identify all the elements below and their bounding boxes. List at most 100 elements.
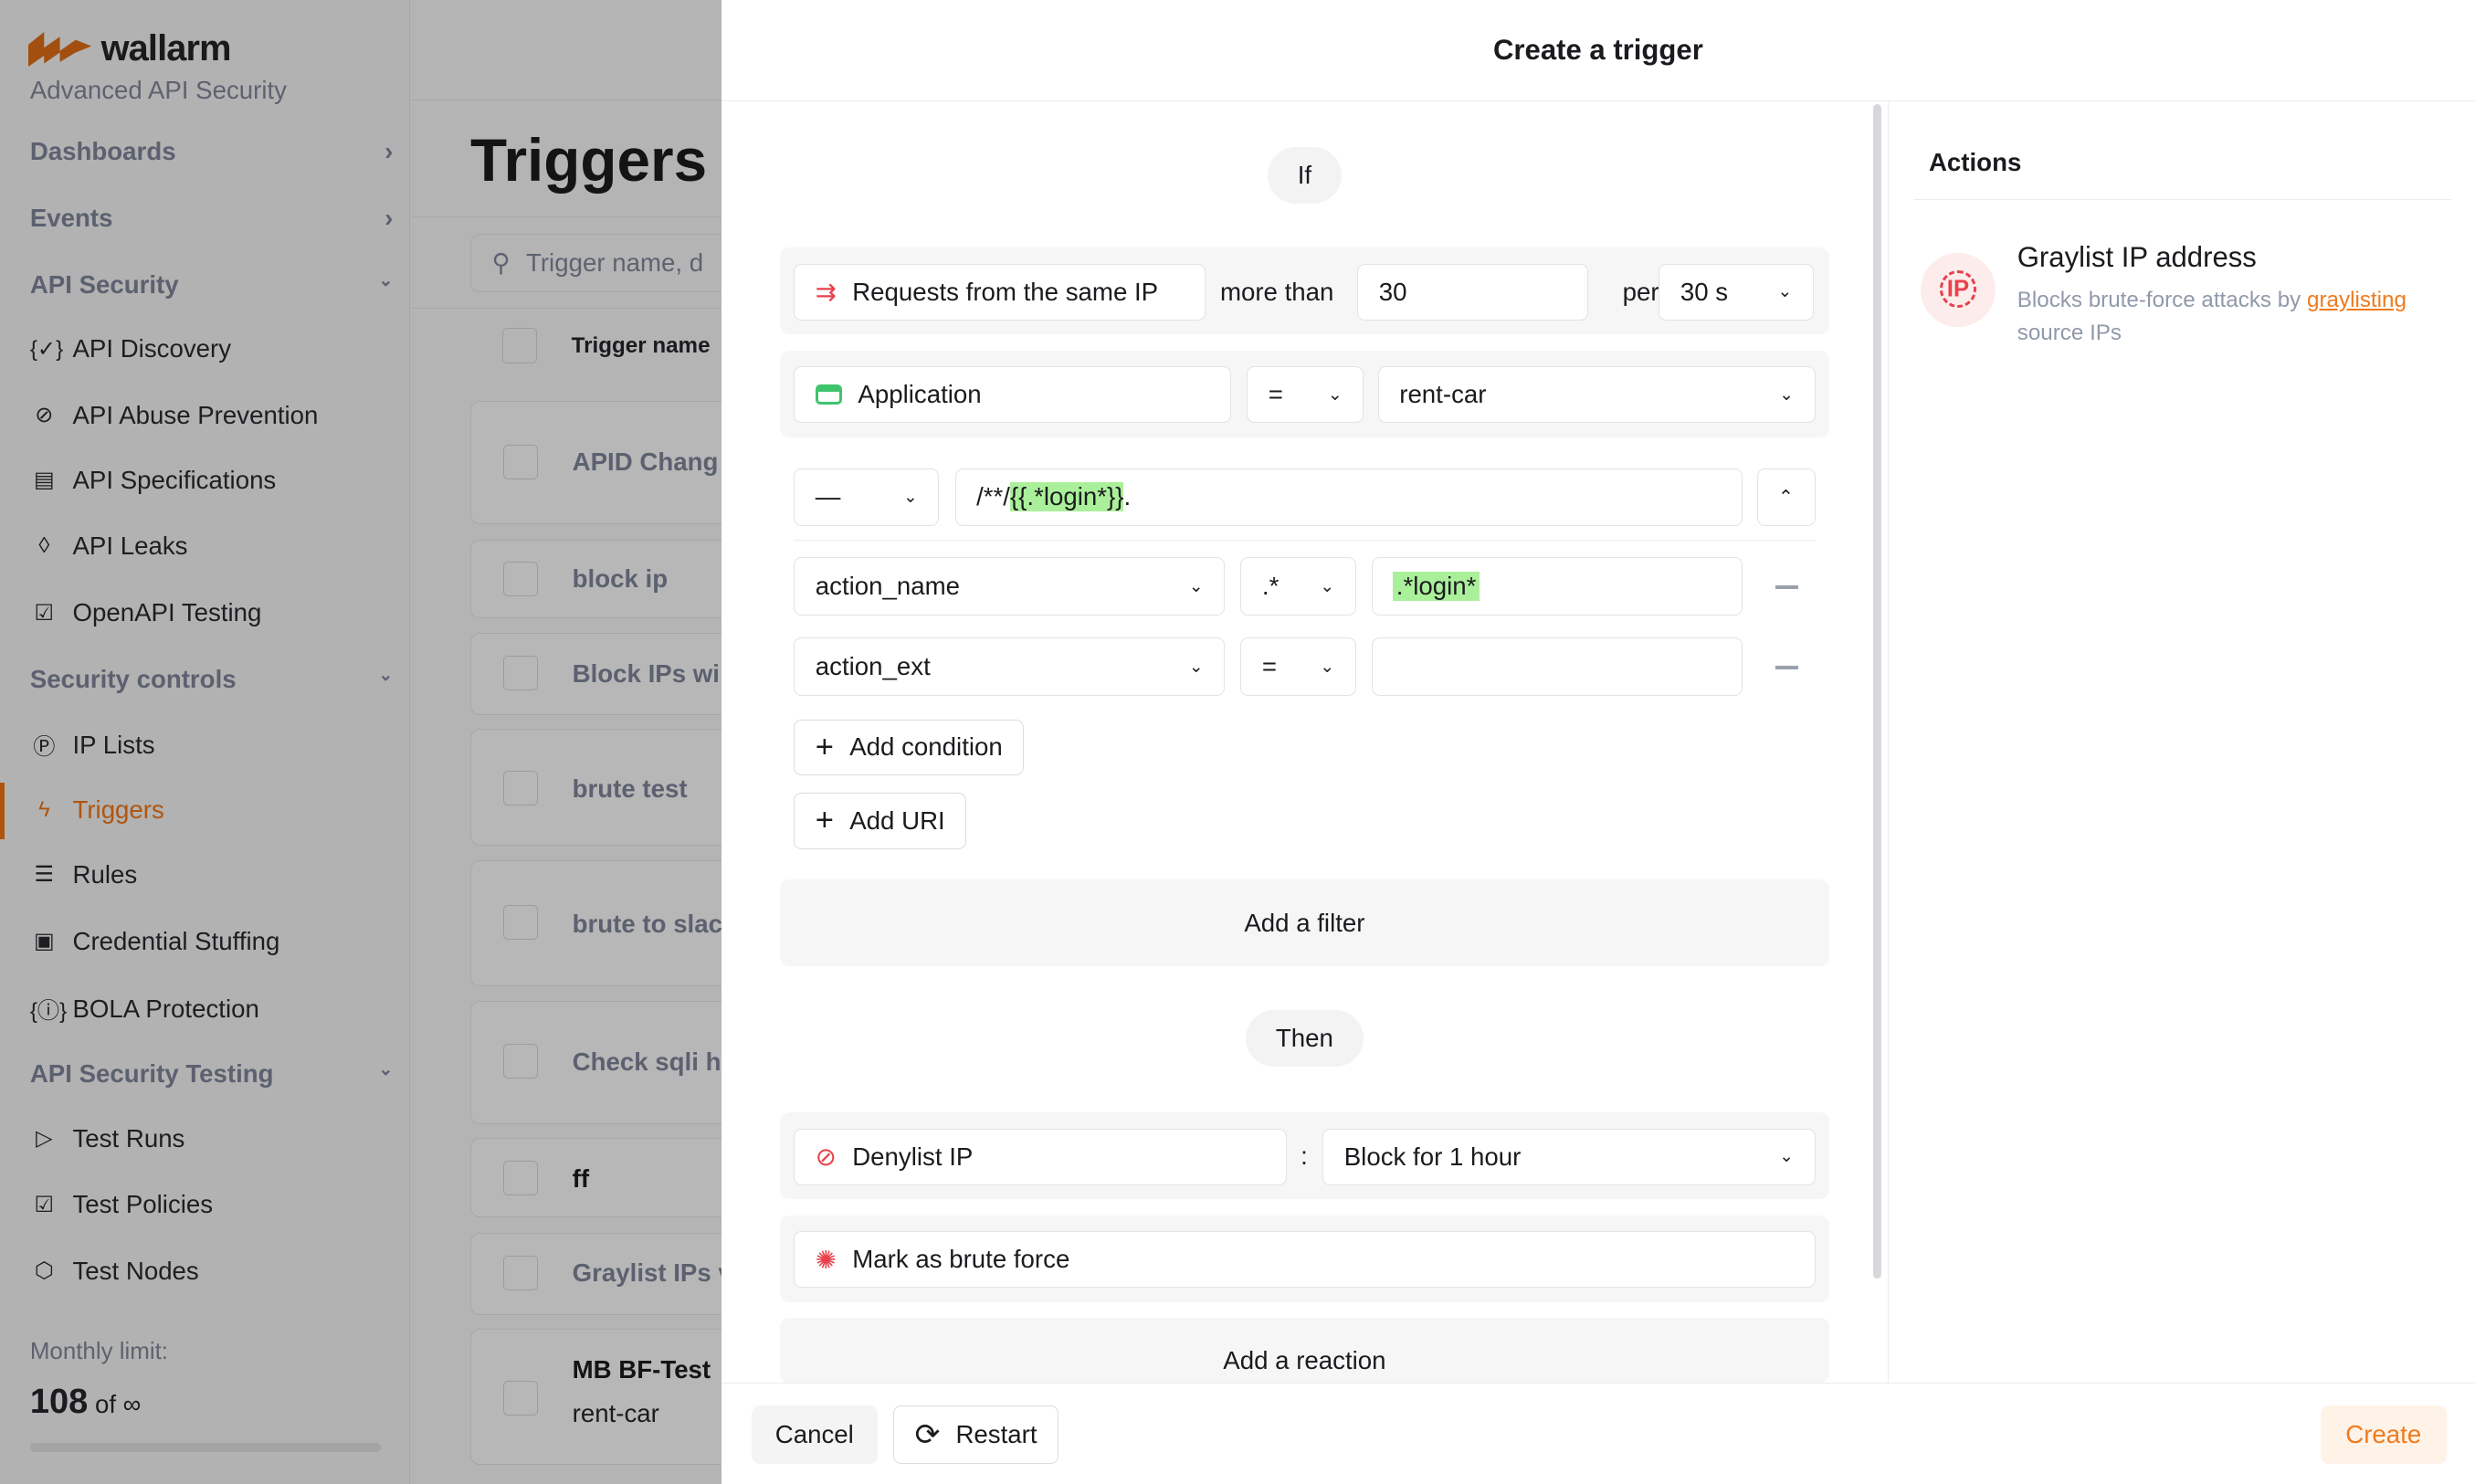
- filter-label: Application: [858, 380, 982, 409]
- sidebar-item-api-discovery[interactable]: {✓} API Discovery: [30, 334, 231, 363]
- item-label: OpenAPI Testing: [72, 598, 262, 627]
- sidebar-item-test-runs[interactable]: ▷ Test Runs: [30, 1124, 184, 1153]
- chevron-down-icon: ⌄: [1320, 657, 1335, 677]
- trigger-row[interactable]: Check sqli h: [470, 1000, 739, 1124]
- trigger-row[interactable]: MB BF-Test rent-car: [470, 1329, 739, 1465]
- page-title: Triggers: [470, 127, 708, 195]
- add-reaction-button[interactable]: Add a reaction: [779, 1318, 1830, 1383]
- trigger-name: ff: [572, 1163, 590, 1193]
- sidebar-item-credential-stuffing[interactable]: ▣ Credential Stuffing: [30, 927, 279, 956]
- sidebar-section-security-controls[interactable]: Security controls ⌄: [30, 665, 394, 694]
- row-checkbox[interactable]: [502, 905, 538, 941]
- trigger-row[interactable]: ff: [470, 1138, 739, 1217]
- trigger-name: Check sqli h: [572, 1047, 721, 1076]
- search-input[interactable]: ⚲ Trigger name, d: [470, 233, 755, 292]
- sidebar-section-events[interactable]: Events ›: [30, 204, 394, 233]
- period-select[interactable]: 30 s ⌄: [1659, 263, 1814, 321]
- chevron-right-icon: ›: [384, 203, 394, 232]
- desc-text-2: source IPs: [2017, 321, 2122, 346]
- trigger-row[interactable]: APID Chang: [470, 400, 739, 524]
- row-checkbox[interactable]: [502, 771, 538, 806]
- operator-value: =: [1268, 380, 1283, 409]
- trigger-row[interactable]: brute test: [470, 729, 739, 847]
- modal-title: Create a trigger: [721, 0, 2475, 101]
- trigger-row[interactable]: Graylist IPs v: [470, 1232, 739, 1315]
- row-checkbox[interactable]: [502, 1044, 538, 1079]
- sidebar-item-api-specifications[interactable]: ▤ API Specifications: [30, 466, 276, 495]
- item-label: API Discovery: [72, 334, 232, 363]
- create-button[interactable]: Create: [2320, 1405, 2447, 1465]
- restart-button[interactable]: ⟳ Restart: [893, 1405, 1058, 1465]
- trigger-row[interactable]: Block IPs wi: [470, 633, 739, 715]
- cancel-button[interactable]: Cancel: [751, 1405, 878, 1465]
- uri-part-value-input[interactable]: .*login*: [1371, 557, 1743, 616]
- add-filter-button[interactable]: Add a filter: [779, 879, 1830, 966]
- scrollbar[interactable]: [1873, 104, 1882, 1279]
- trigger-name: brute test: [572, 774, 688, 803]
- sidebar-item-test-nodes[interactable]: ⬡ Test Nodes: [30, 1257, 199, 1286]
- sidebar-section-dashboards[interactable]: Dashboards ›: [30, 137, 394, 166]
- add-uri-button[interactable]: + Add URI: [794, 792, 967, 849]
- row-checkbox[interactable]: [502, 561, 538, 596]
- uri-part-operator-select[interactable]: .* ⌄: [1240, 557, 1356, 616]
- threshold-input[interactable]: 30: [1357, 263, 1588, 321]
- item-label: IP Lists: [72, 730, 155, 759]
- row-checkbox[interactable]: [502, 656, 538, 691]
- sidebar-item-api-leaks[interactable]: ◊ API Leaks: [30, 532, 187, 561]
- block-duration-select[interactable]: Block for 1 hour ⌄: [1322, 1128, 1816, 1185]
- application-value: rent-car: [1399, 380, 1487, 409]
- sidebar-section-api-security-testing[interactable]: API Security Testing ⌄: [30, 1059, 394, 1089]
- row-checkbox[interactable]: [502, 1161, 538, 1196]
- add-condition-button[interactable]: + Add condition: [794, 720, 1025, 775]
- sidebar-section-api-security[interactable]: API Security ⌄: [30, 270, 394, 300]
- reaction-type-field[interactable]: ✺ Mark as brute force: [794, 1231, 1816, 1289]
- logo[interactable]: wallarm: [28, 28, 231, 69]
- sidebar-item-openapi-testing[interactable]: ☑ OpenAPI Testing: [30, 598, 262, 627]
- sidebar-item-rules[interactable]: ☰ Rules: [30, 860, 138, 889]
- select-all-checkbox[interactable]: [501, 328, 537, 363]
- trigger-name: Block IPs wi: [572, 658, 720, 688]
- reaction-type-field[interactable]: ⊘ Denylist IP: [794, 1128, 1287, 1185]
- sidebar: wallarm Advanced API Security Dashboards…: [0, 0, 411, 1484]
- sidebar-item-triggers[interactable]: ϟ Triggers: [30, 795, 164, 825]
- action-description: Blocks brute-force attacks by graylistin…: [2017, 284, 2459, 351]
- wallarm-logo-icon: [28, 31, 92, 67]
- document-icon: ▤: [33, 468, 55, 493]
- remove-condition-icon[interactable]: [1775, 585, 1798, 589]
- cube-icon: ⬡: [34, 1258, 54, 1284]
- filter-operator-select[interactable]: = ⌄: [1247, 365, 1364, 424]
- sidebar-item-ip-lists[interactable]: Ⓟ IP Lists: [30, 729, 155, 761]
- chevron-up-icon: ⌃: [1777, 486, 1795, 508]
- uri-part-select[interactable]: action_ext ⌄: [794, 637, 1226, 697]
- sidebar-item-api-abuse-prevention[interactable]: ⊘ API Abuse Prevention: [30, 401, 318, 430]
- collapse-uri-button[interactable]: ⌃: [1756, 468, 1816, 526]
- graylisting-link[interactable]: graylisting: [2307, 288, 2407, 313]
- trigger-name: Graylist IPs v: [572, 1258, 732, 1288]
- uri-part-select[interactable]: action_name ⌄: [794, 557, 1226, 616]
- uri-prefix: /**/: [976, 482, 1010, 511]
- chevron-down-icon: ⌄: [378, 665, 394, 685]
- item-label: API Specifications: [72, 465, 277, 494]
- operator-value: =: [1261, 652, 1278, 681]
- trigger-row[interactable]: block ip: [470, 540, 739, 619]
- trigger-row[interactable]: brute to slac: [470, 859, 739, 987]
- condition-type-field[interactable]: ⇉ Requests from the same IP: [794, 263, 1206, 321]
- application-select[interactable]: rent-car ⌄: [1377, 365, 1816, 424]
- row-checkbox[interactable]: [502, 1380, 538, 1416]
- row-checkbox[interactable]: [502, 1255, 538, 1290]
- item-label: Triggers: [72, 795, 164, 825]
- robot-off-icon: ⊘: [35, 403, 54, 428]
- column-header-trigger-name: Trigger name: [571, 332, 711, 358]
- uri-part-operator-select[interactable]: = ⌄: [1240, 637, 1356, 697]
- uri-part-value-input[interactable]: [1371, 637, 1743, 697]
- sidebar-item-bola-protection[interactable]: {ⓘ} BOLA Protection: [30, 993, 259, 1025]
- uri-input[interactable]: /**/{{.*login*}}.: [954, 468, 1743, 526]
- monthly-limit-of: of ∞: [94, 1389, 142, 1418]
- filter-type-field[interactable]: Application: [794, 365, 1232, 424]
- condition-value: .*login*: [1393, 572, 1480, 602]
- row-checkbox[interactable]: [502, 444, 538, 479]
- action-title[interactable]: Graylist IP address: [2017, 241, 2257, 274]
- remove-condition-icon[interactable]: [1775, 666, 1798, 669]
- sidebar-item-test-policies[interactable]: ☑ Test Policies: [30, 1190, 214, 1219]
- uri-operator-select[interactable]: — ⌄: [794, 468, 940, 526]
